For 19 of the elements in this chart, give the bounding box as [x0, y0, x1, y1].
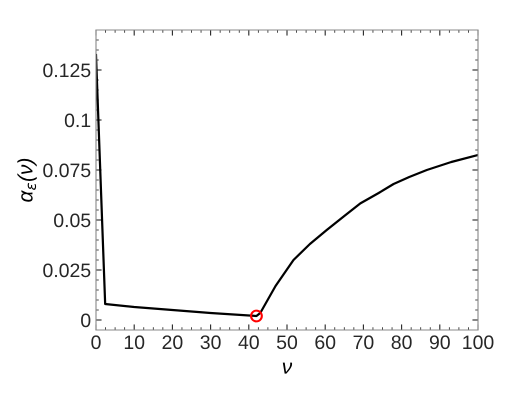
y-tick-label: 0.05	[54, 213, 90, 228]
x-tick-label: 100	[463, 335, 494, 350]
x-tick-label: 80	[392, 335, 412, 350]
x-axis-title: ν	[282, 362, 292, 374]
x-tick-label: 90	[430, 335, 450, 350]
x-tick-label: 40	[238, 335, 259, 350]
x-tick-label: 30	[200, 335, 221, 350]
x-tick-label: 20	[162, 335, 182, 350]
y-tick-label: 0.1	[64, 113, 90, 128]
y-tick-label: 0.125	[43, 63, 90, 78]
x-tick-label: 50	[276, 335, 298, 350]
x-tick-label: 60	[315, 335, 336, 350]
y-axis-title: α$_{ε}$(ν)	[17, 158, 37, 202]
x-tick-label: 0	[91, 335, 101, 350]
y-tick-label: 0	[81, 313, 90, 328]
y-tick-label: 0.025	[43, 263, 90, 278]
x-tick-label: 10	[124, 335, 144, 350]
y-tick-label: 0.075	[43, 163, 90, 178]
x-tick-label: 70	[354, 335, 374, 350]
